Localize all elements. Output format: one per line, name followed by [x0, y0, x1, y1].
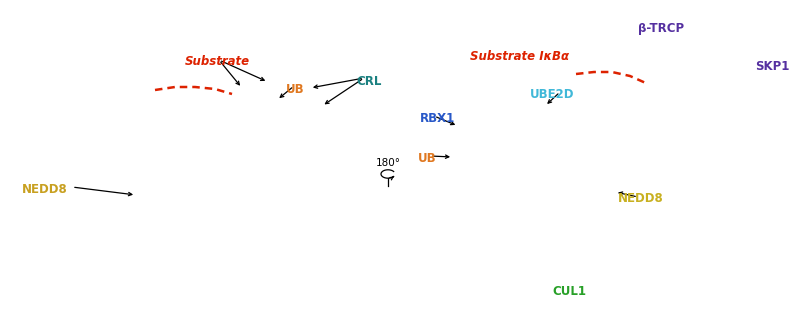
Text: RBX1: RBX1 — [420, 112, 455, 125]
Text: β-TRCP: β-TRCP — [638, 22, 684, 35]
Text: SKP1: SKP1 — [755, 60, 790, 73]
Text: UB: UB — [418, 152, 437, 165]
Text: NEDD8: NEDD8 — [22, 183, 68, 196]
Text: CRL: CRL — [356, 75, 382, 88]
Text: Substrate IκBα: Substrate IκBα — [470, 50, 569, 63]
Text: UBE2D: UBE2D — [530, 88, 574, 101]
Text: UB: UB — [286, 83, 305, 96]
Text: Substrate: Substrate — [185, 55, 250, 68]
Text: CUL1: CUL1 — [552, 285, 586, 298]
Text: NEDD8: NEDD8 — [618, 192, 664, 205]
Text: 180°: 180° — [375, 158, 401, 168]
